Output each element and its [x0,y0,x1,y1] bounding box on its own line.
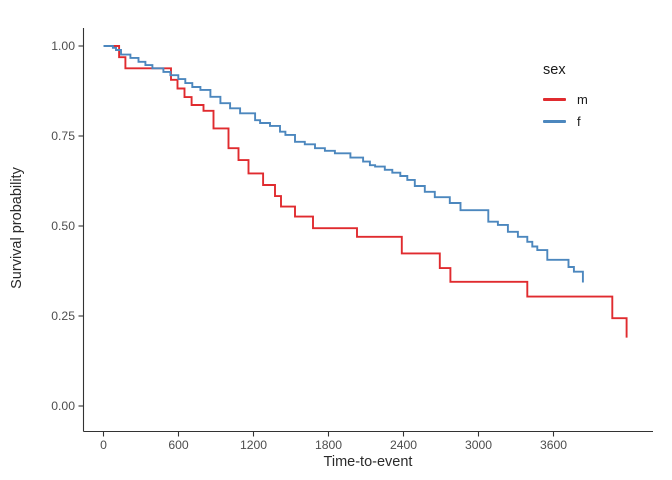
y-axis-title: Survival probability [9,167,25,289]
x-tick-label: 600 [168,438,189,452]
x-tick-label: 3600 [540,438,567,452]
x-tick-label: 1800 [315,438,342,452]
km-curve-m [103,45,628,338]
legend-key-line-m [543,97,566,101]
y-tick-label: 0.75 [51,129,75,143]
y-tick-label: 0.25 [51,309,75,323]
legend-title: sex [543,62,566,78]
x-axis-title: Time-to-event [323,454,413,470]
x-tick-label: 3000 [465,438,492,452]
x-tick-label: 1200 [240,438,267,452]
km-curve-f [103,45,584,283]
x-tick-label: 2400 [390,438,417,452]
legend-item-m: m [543,88,588,110]
legend-key-line-f [543,119,566,123]
x-tick-label: 0 [100,438,107,452]
legend: sex m f [543,62,588,132]
y-tick-label: 0.00 [51,399,75,413]
y-tick-label: 0.50 [51,219,75,233]
legend-label-m: m [577,91,588,107]
legend-item-f: f [543,110,588,132]
legend-label-f: f [577,113,581,129]
y-tick-label: 1.00 [51,39,75,53]
